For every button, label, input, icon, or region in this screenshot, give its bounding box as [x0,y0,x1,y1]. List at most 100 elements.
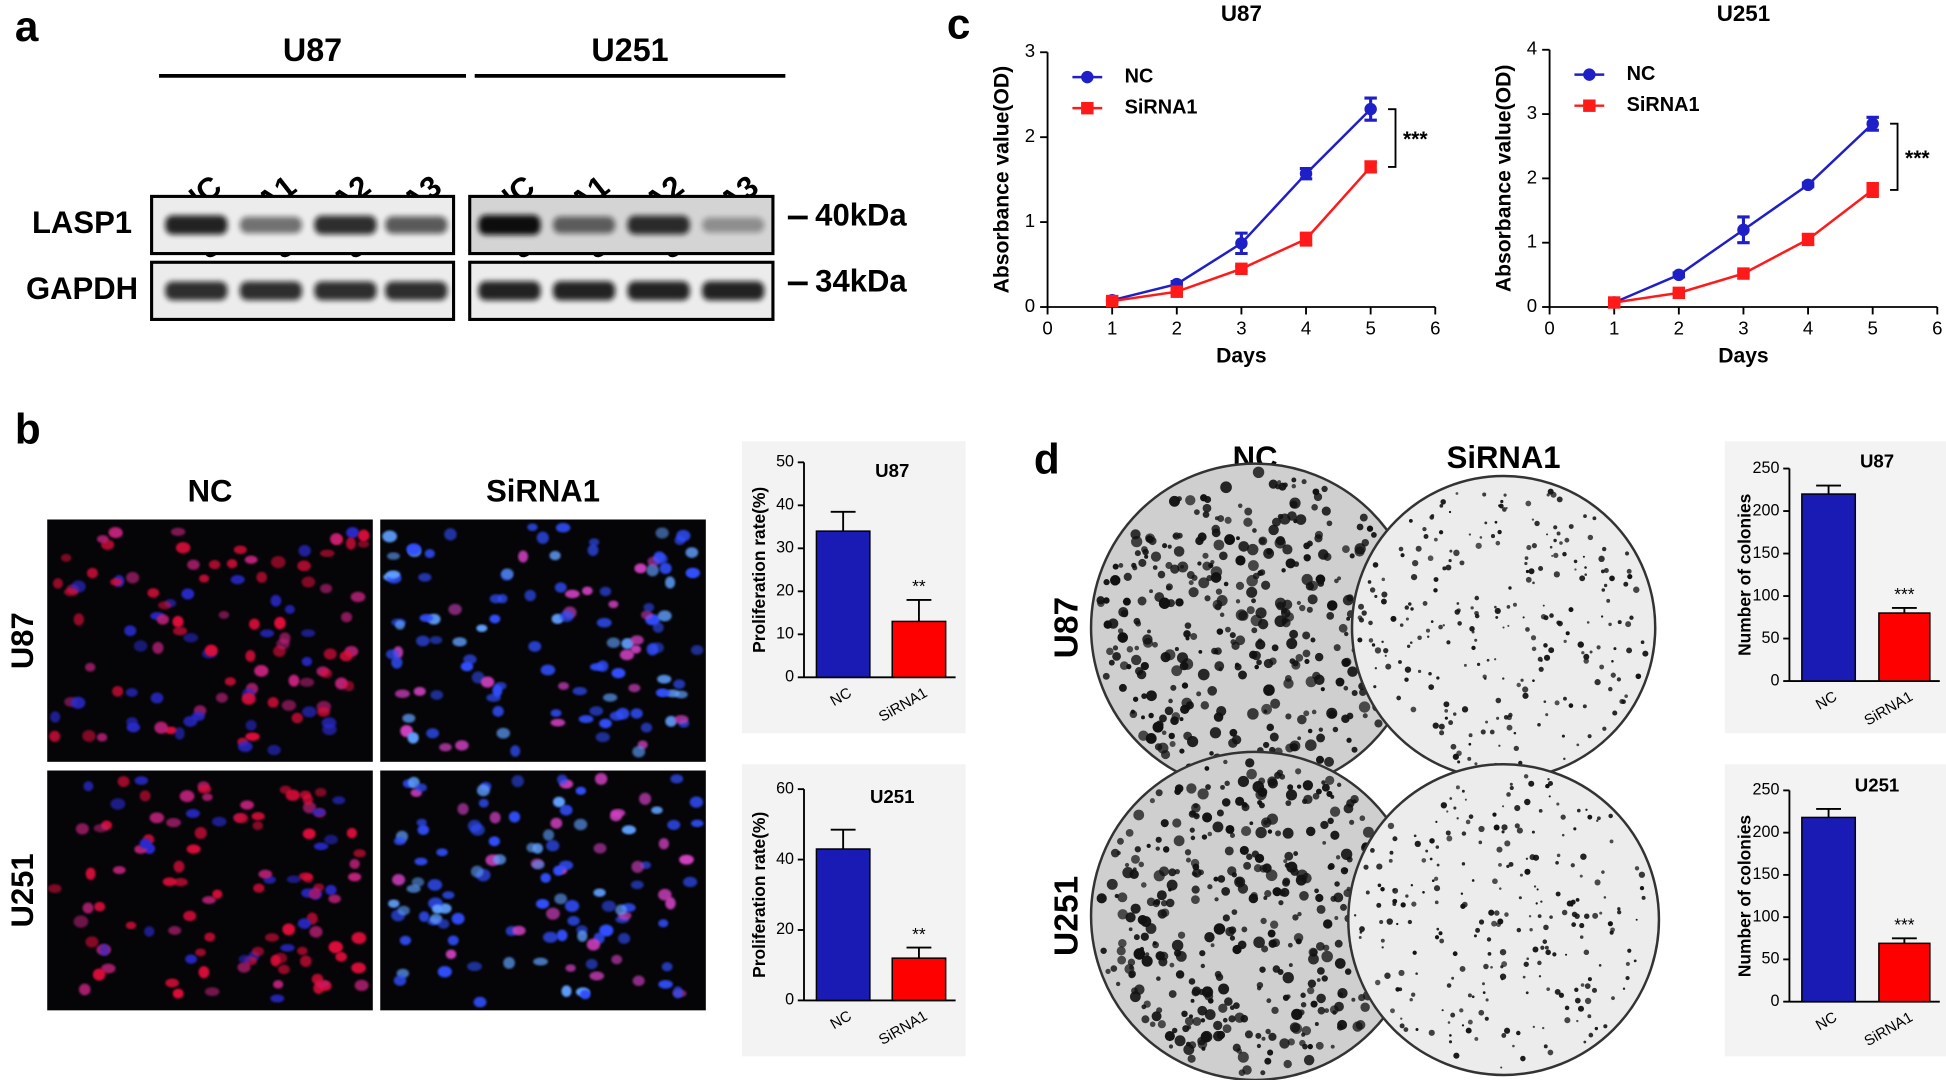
colony [1583,1040,1587,1044]
colony [1399,1023,1405,1029]
colony [1582,555,1585,558]
colony [1225,926,1235,937]
colony [1269,732,1279,742]
marker [1235,237,1248,250]
nucleus [658,919,669,928]
nucleus [503,957,515,969]
colony [1448,1040,1453,1044]
colony [1381,591,1388,598]
colony [1264,1057,1272,1065]
colony [1184,849,1192,856]
colony [1535,902,1538,905]
colony [1545,784,1549,789]
colony [1553,552,1559,559]
nucleus [234,812,249,824]
nucleus [254,665,269,677]
error-bar [906,946,932,959]
nucleus [426,728,440,739]
colony [1168,1044,1174,1049]
nucleus [550,718,566,727]
colony [1368,620,1373,626]
colony [1161,730,1167,735]
nucleus [208,559,221,570]
colony [1197,561,1202,566]
nucleus [165,978,180,988]
colony [1625,976,1630,981]
colony [1542,604,1545,607]
colony [1547,488,1554,495]
colony [1583,949,1590,956]
colony [1200,701,1210,710]
nucleus [301,629,316,637]
nucleus [357,540,370,548]
marker [1170,285,1184,298]
colony [1516,827,1523,834]
colony [1404,666,1412,673]
nucleus [328,941,343,954]
nucleus [665,576,676,589]
colony [1315,1041,1324,1050]
colony [1442,624,1445,627]
colony [1287,1038,1295,1046]
chart-title: U87 [1860,450,1894,471]
colony [1314,1022,1319,1027]
nucleus [392,874,406,886]
nucleus [174,727,185,740]
colony [1525,576,1532,583]
colony [1293,519,1298,524]
nucleus [320,583,333,594]
nucleus [577,930,588,942]
colony [1435,820,1438,823]
colony [1314,652,1324,662]
colony [1494,607,1501,615]
colony [1532,679,1535,682]
colony [1390,615,1397,622]
colony [1465,819,1471,825]
micrograph [380,519,706,762]
colony [1180,564,1184,569]
colony [1457,621,1462,626]
colony [1235,555,1246,566]
colony [1190,810,1196,816]
colony [1272,965,1281,973]
y-tick-label: 50 [1762,629,1780,647]
colony [1546,533,1549,536]
colony [1467,756,1472,761]
colony [1307,987,1315,995]
nucleus [658,838,670,850]
legend-label: NC [1125,65,1154,87]
colony [1144,952,1150,957]
colony [1236,1048,1242,1054]
colony [1124,862,1130,868]
nucleus [301,576,316,588]
nucleus [683,876,698,888]
colony [1151,1011,1162,1022]
colony [1134,846,1141,853]
nucleus [274,616,286,630]
nucleus [101,963,116,974]
chart-title: U251 [1855,775,1900,796]
colony [1241,801,1248,808]
marker [1672,268,1686,282]
colony [1147,629,1151,634]
nucleus [444,528,457,541]
colony [1244,1030,1253,1039]
x-tick-label: 5 [1365,317,1375,338]
marker [1299,167,1313,180]
nucleus [585,958,598,970]
colony [1543,1044,1548,1049]
colony [1398,660,1402,664]
colony [1617,620,1622,625]
colony [1207,831,1213,837]
colony [1281,607,1288,614]
colony [1513,745,1519,752]
y-tick-label: 40 [776,496,794,514]
nucleus [655,527,669,539]
colony [1256,986,1262,991]
colony [1191,885,1200,894]
colony [1502,626,1505,629]
colony [1192,863,1200,871]
marker [1737,223,1750,237]
colony [1251,627,1258,634]
colony [1530,635,1537,641]
